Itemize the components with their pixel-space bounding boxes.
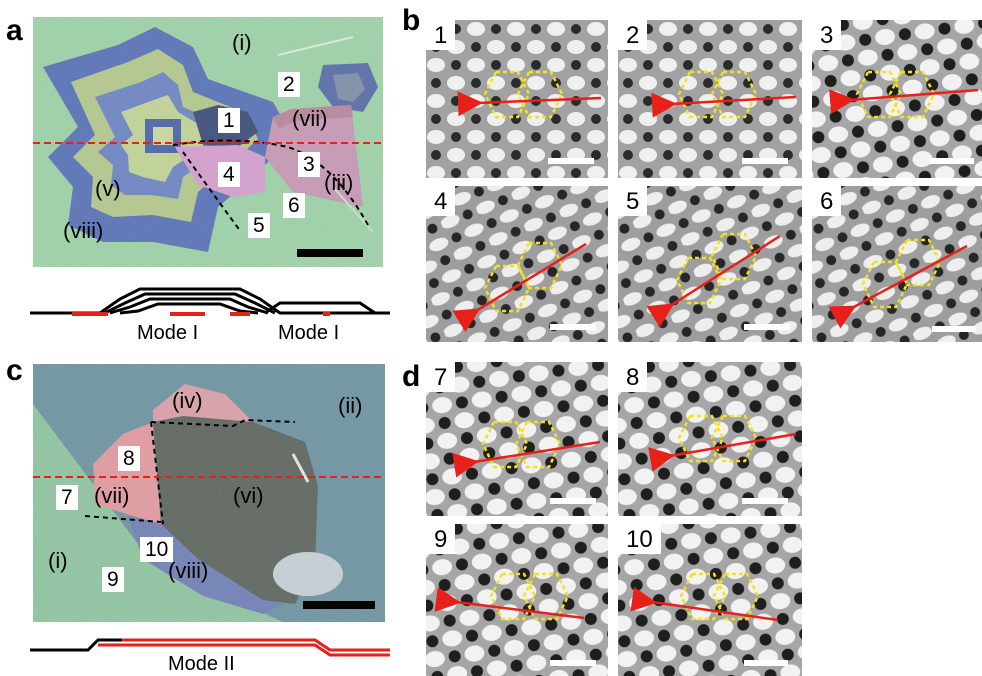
tile-number: 2: [618, 20, 648, 50]
micrograph-c: [33, 364, 385, 622]
region-number: 1: [218, 108, 240, 134]
stem-tile-2: 2: [618, 20, 802, 178]
mode-label: Mode I: [137, 322, 199, 344]
tile-scale-bar: [548, 158, 594, 164]
mode-label: Mode I: [278, 322, 340, 344]
stem-tile-1: 1: [426, 20, 608, 178]
tile-scale-bar: [744, 324, 790, 330]
tile-number: 5: [618, 186, 648, 216]
region-number: 3: [298, 152, 320, 178]
tile-scale-bar: [742, 498, 788, 504]
tile-scale-bar: [744, 660, 788, 666]
stem-tile-7: 7: [426, 362, 608, 516]
region-number: 6: [283, 193, 305, 219]
tile-number: 4: [426, 186, 456, 216]
stem-tile-8: 8: [618, 362, 802, 516]
region-label: (vii): [292, 106, 328, 131]
region-number: 8: [118, 446, 140, 472]
tile-scale-bar: [550, 324, 596, 330]
stem-tile-3: 3: [812, 20, 982, 178]
region-number: 4: [218, 162, 240, 188]
region-label: (vii): [94, 483, 130, 508]
tile-scale-bar: [550, 498, 596, 504]
micrograph-a: [33, 17, 383, 267]
region-number: 5: [248, 213, 270, 239]
scale-bar-c: [303, 601, 375, 609]
stem-tile-10: 10: [618, 524, 802, 676]
panel-letter-b: b: [402, 4, 421, 37]
tile-number: 7: [426, 362, 456, 392]
tile-scale-bar: [932, 326, 976, 332]
layer-profile-a: [30, 287, 390, 316]
micrograph-c-image: [33, 364, 385, 622]
tile-scale-bar: [930, 158, 974, 164]
stem-tile-4: 4: [426, 186, 608, 342]
tile-number: 10: [618, 524, 661, 554]
region-label: (viii): [63, 218, 104, 243]
region-label: (iv): [172, 388, 203, 413]
stem-tile-6: 6: [812, 186, 982, 342]
tile-number: 1: [426, 20, 456, 50]
region-label: (viii): [168, 558, 209, 583]
tile-scale-bar: [742, 158, 788, 164]
mode-label: Mode II: [168, 653, 235, 675]
scale-bar-a: [297, 249, 363, 257]
tile-number: 9: [426, 524, 456, 554]
region-number: 9: [102, 567, 124, 593]
tile-number: 8: [618, 362, 648, 392]
region-label: (i): [48, 548, 68, 573]
stem-tile-9: 9: [426, 524, 608, 676]
layer-profile-c: [30, 638, 390, 657]
stem-tile-5: 5: [618, 186, 802, 342]
panel-letter-c: c: [6, 354, 23, 387]
region-number: 7: [56, 485, 78, 511]
region-label: (vi): [233, 483, 264, 508]
region-number: 10: [140, 537, 174, 563]
region-label: (iii): [324, 170, 354, 195]
tile-number: 6: [812, 186, 842, 216]
region-label: (ii): [338, 393, 363, 418]
tile-scale-bar: [550, 660, 596, 666]
region-label: (i): [232, 30, 252, 55]
region-label: (v): [95, 176, 121, 201]
panel-letter-a: a: [6, 14, 23, 47]
tile-number: 3: [812, 20, 842, 50]
region-number: 2: [278, 72, 300, 98]
panel-letter-d: d: [402, 360, 421, 393]
micrograph-a-image: [33, 17, 383, 267]
